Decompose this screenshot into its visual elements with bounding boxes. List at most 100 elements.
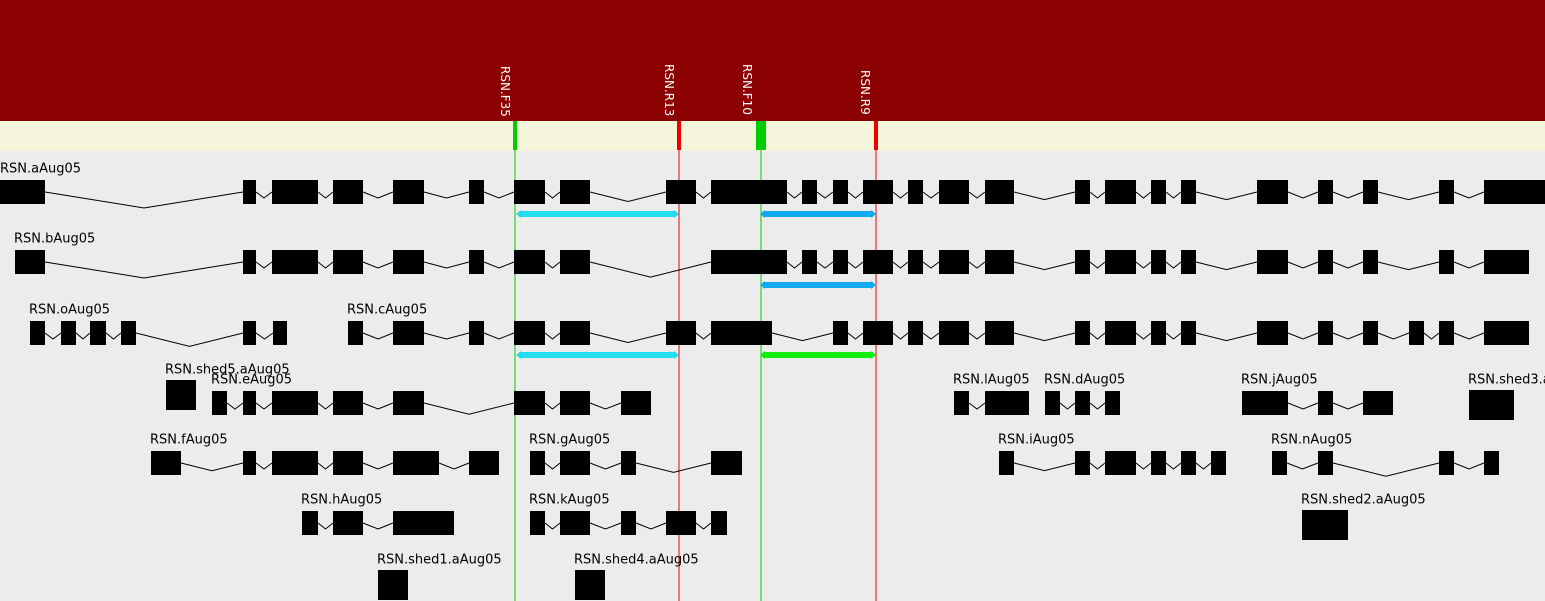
exon[interactable] [1272, 451, 1287, 475]
exon[interactable] [272, 451, 318, 475]
exon[interactable] [939, 180, 969, 204]
exon[interactable] [1439, 250, 1454, 274]
exon[interactable] [666, 180, 696, 204]
exon[interactable] [243, 321, 256, 345]
transcript-rsn-shed3-a[interactable]: RSN.shed3.a [1468, 373, 1545, 421]
exon[interactable] [1257, 180, 1288, 204]
exon[interactable] [243, 250, 256, 274]
transcript-rsn-faug05[interactable]: RSN.fAug05 [150, 433, 499, 476]
exon[interactable] [530, 511, 545, 535]
primer-mark[interactable] [756, 121, 766, 150]
exon[interactable] [1181, 451, 1196, 475]
exon[interactable] [393, 391, 424, 415]
exon[interactable] [908, 321, 923, 345]
transcript-rsn-naug05[interactable]: RSN.nAug05 [1271, 433, 1499, 477]
primer-mark[interactable] [513, 121, 517, 150]
exon[interactable] [90, 321, 106, 345]
exon[interactable] [666, 511, 696, 535]
exon[interactable] [393, 250, 424, 274]
exon[interactable] [514, 180, 545, 204]
exon[interactable] [863, 321, 893, 345]
exon[interactable] [469, 180, 484, 204]
exon[interactable] [711, 451, 742, 475]
exon[interactable] [999, 451, 1014, 475]
exon[interactable] [833, 180, 848, 204]
exon[interactable] [560, 180, 590, 204]
exon[interactable] [333, 391, 363, 415]
exon[interactable] [272, 250, 318, 274]
transcript-rsn-shed2-aaug05[interactable]: RSN.shed2.aAug05 [1301, 493, 1426, 541]
exon[interactable] [1302, 510, 1348, 540]
exon[interactable] [711, 321, 772, 345]
transcript-rsn-shed1-aaug05[interactable]: RSN.shed1.aAug05 [377, 553, 502, 601]
transcript-rsn-gaug05[interactable]: RSN.gAug05 [529, 433, 742, 476]
exon[interactable] [908, 250, 923, 274]
exon[interactable] [560, 511, 590, 535]
exon[interactable] [1318, 451, 1333, 475]
exon[interactable] [985, 321, 1014, 345]
exon[interactable] [1105, 391, 1120, 415]
exon[interactable] [166, 380, 196, 410]
transcript-rsn-haug05[interactable]: RSN.hAug05 [301, 493, 454, 536]
exon[interactable] [1363, 180, 1378, 204]
exon[interactable] [621, 391, 651, 415]
exon[interactable] [1409, 321, 1424, 345]
exon[interactable] [666, 321, 696, 345]
exon[interactable] [863, 180, 893, 204]
transcript-rsn-kaug05[interactable]: RSN.kAug05 [529, 493, 727, 536]
exon[interactable] [1484, 180, 1545, 204]
exon[interactable] [954, 391, 969, 415]
exon[interactable] [1045, 391, 1060, 415]
exon[interactable] [1105, 321, 1136, 345]
primer-mark[interactable] [677, 121, 681, 150]
exon[interactable] [1318, 250, 1333, 274]
exon[interactable] [1484, 321, 1529, 345]
exon[interactable] [272, 180, 318, 204]
exon[interactable] [802, 250, 817, 274]
exon[interactable] [393, 511, 454, 535]
exon[interactable] [0, 180, 45, 204]
exon[interactable] [621, 511, 636, 535]
exon[interactable] [1075, 391, 1090, 415]
exon[interactable] [333, 250, 363, 274]
exon[interactable] [243, 451, 256, 475]
amplicon-bar[interactable] [760, 281, 876, 289]
transcript-rsn-shed5-aaug05[interactable]: RSN.shed5.aAug05 [165, 363, 290, 411]
exon[interactable] [1105, 451, 1136, 475]
exon[interactable] [1484, 250, 1529, 274]
amplicon-bar[interactable] [516, 210, 679, 218]
exon[interactable] [1318, 321, 1333, 345]
exon[interactable] [560, 250, 590, 274]
exon[interactable] [1151, 321, 1166, 345]
exon[interactable] [1211, 451, 1226, 475]
exon[interactable] [333, 180, 363, 204]
exon[interactable] [863, 250, 893, 274]
exon[interactable] [333, 451, 363, 475]
exon[interactable] [273, 321, 287, 345]
transcript-rsn-aaug05[interactable]: RSN.aAug05 [0, 162, 1545, 209]
exon[interactable] [393, 321, 424, 345]
exon[interactable] [939, 321, 969, 345]
exon[interactable] [833, 250, 848, 274]
exon[interactable] [61, 321, 76, 345]
exon[interactable] [1105, 250, 1136, 274]
exon[interactable] [243, 180, 256, 204]
exon[interactable] [469, 451, 499, 475]
transcript-rsn-oaug05[interactable]: RSN.oAug05 [29, 303, 287, 347]
exon[interactable] [833, 321, 848, 345]
exon[interactable] [1181, 180, 1196, 204]
exon[interactable] [393, 451, 439, 475]
exon[interactable] [302, 511, 318, 535]
exon[interactable] [985, 180, 1014, 204]
exon[interactable] [1151, 180, 1166, 204]
exon[interactable] [1257, 321, 1288, 345]
transcript-rsn-shed4-aaug05[interactable]: RSN.shed4.aAug05 [574, 553, 699, 601]
transcript-rsn-iaug05[interactable]: RSN.iAug05 [998, 433, 1226, 476]
exon[interactable] [469, 250, 484, 274]
amplicon-bar[interactable] [760, 210, 876, 218]
exon[interactable] [1151, 250, 1166, 274]
exon[interactable] [1075, 250, 1090, 274]
exon[interactable] [1075, 451, 1090, 475]
exon[interactable] [1242, 391, 1288, 415]
exon[interactable] [243, 391, 256, 415]
